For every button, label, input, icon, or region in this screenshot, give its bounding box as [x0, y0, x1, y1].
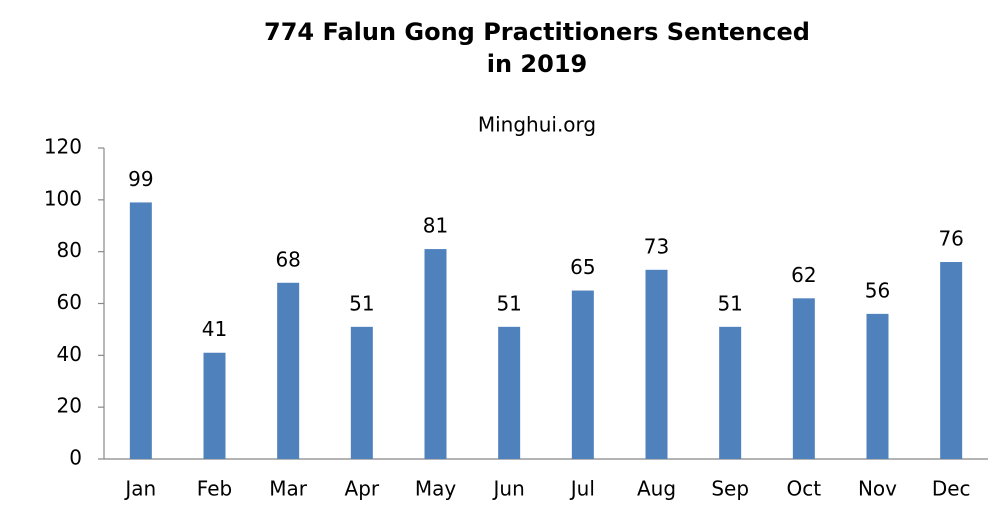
x-tick-label: Dec	[932, 477, 971, 501]
x-tick-label: Feb	[197, 477, 232, 501]
data-label: 51	[349, 291, 374, 315]
bar	[645, 269, 668, 459]
x-tick-label: Mar	[269, 477, 308, 501]
data-label: 81	[423, 214, 448, 238]
x-tick-label: Aug	[637, 477, 676, 501]
y-tick-label: 100	[44, 186, 82, 210]
bar	[350, 326, 373, 459]
x-tick-label: Oct	[787, 477, 822, 501]
data-label: 65	[570, 255, 595, 279]
bar	[792, 298, 815, 459]
bar	[498, 326, 521, 459]
chart-title: in 2019	[487, 50, 587, 78]
x-tick-label: Jul	[569, 477, 595, 501]
x-tick-label: Sep	[711, 477, 749, 501]
y-tick-label: 0	[69, 446, 82, 470]
chart-subtitle: Minghui.org	[478, 113, 596, 137]
y-tick-label: 20	[57, 394, 82, 418]
data-label: 76	[938, 227, 963, 251]
bar	[129, 202, 152, 460]
y-tick-label: 60	[57, 290, 82, 314]
data-label: 41	[202, 317, 227, 341]
x-tick-label: May	[415, 477, 457, 501]
bar	[571, 290, 594, 459]
data-label: 68	[275, 247, 300, 271]
y-tick-label: 120	[44, 135, 82, 159]
data-label: 62	[791, 263, 816, 287]
x-tick-label: Jan	[123, 477, 156, 501]
data-label: 51	[717, 291, 742, 315]
chart-title: 774 Falun Gong Practitioners Sentenced	[264, 18, 810, 46]
data-label: 56	[865, 278, 890, 302]
y-tick-label: 40	[57, 342, 82, 366]
bar	[940, 262, 963, 459]
bar	[424, 249, 447, 459]
data-label: 99	[128, 167, 153, 191]
bar	[277, 282, 300, 459]
y-tick-label: 80	[57, 238, 82, 262]
data-label: 51	[496, 291, 521, 315]
x-tick-label: Nov	[858, 477, 897, 501]
x-tick-label: Jun	[492, 477, 525, 501]
bar	[719, 326, 742, 459]
bar	[866, 313, 889, 459]
bar	[203, 352, 226, 459]
data-label: 73	[644, 234, 669, 258]
x-tick-label: Apr	[345, 477, 380, 501]
